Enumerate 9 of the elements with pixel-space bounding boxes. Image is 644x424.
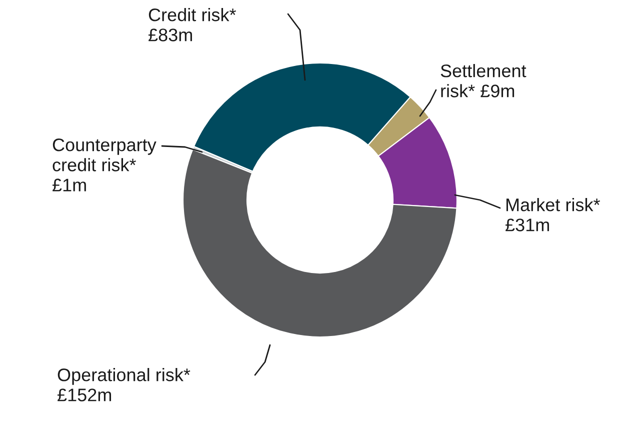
slice-label: Market risk* — [506, 198, 600, 212]
slice-label: Counterparty credit risk* — [52, 138, 156, 172]
slice-label: Operational risk* — [58, 368, 190, 385]
data-label: £31m — [506, 218, 549, 232]
data-label: £83m — [148, 28, 192, 42]
slice-label: Credit risk* — [148, 8, 236, 22]
data-label: £152m — [58, 388, 112, 402]
slice-label: Settlement risk* £9m — [440, 64, 526, 98]
data-label: £1m — [52, 178, 86, 192]
